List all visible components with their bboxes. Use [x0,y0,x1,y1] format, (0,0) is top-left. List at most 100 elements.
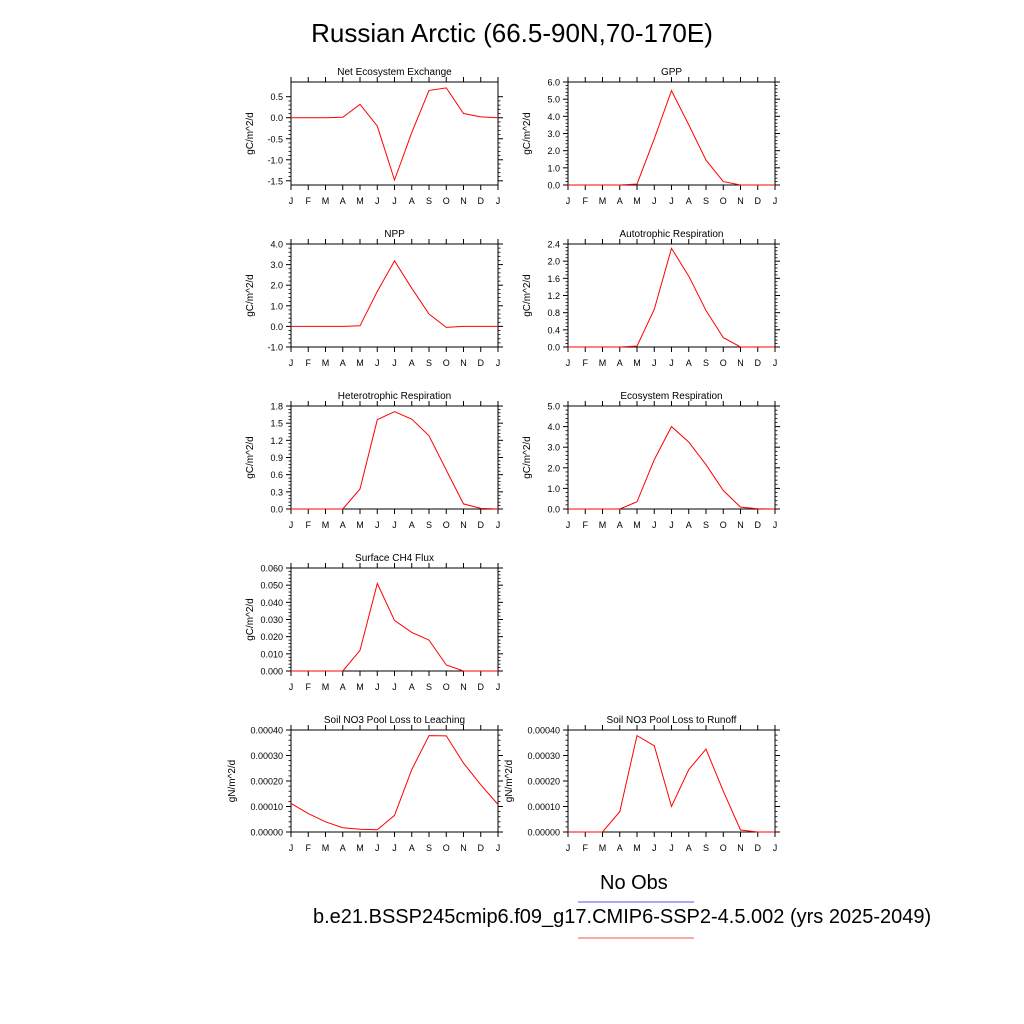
x-tick-label: O [443,520,450,530]
x-tick-label: J [773,843,778,853]
y-axis-label: gN/m^2/d [227,760,238,803]
x-tick-label: O [720,520,727,530]
x-tick-label: S [426,520,432,530]
x-tick-label: M [599,843,607,853]
x-tick-label: A [686,843,692,853]
x-tick-label: J [773,358,778,368]
panel-title: Soil NO3 Pool Loss to Leaching [324,715,465,726]
x-tick-label: N [460,196,467,206]
x-tick-label: D [478,520,485,530]
x-tick-label: A [686,358,692,368]
x-tick-label: M [599,196,607,206]
series-line [568,425,776,510]
y-tick-label: 2.0 [547,146,560,156]
y-tick-label: 1.5 [270,419,283,429]
y-axis-label: gC/m^2/d [245,274,256,317]
x-tick-label: O [443,843,450,853]
y-tick-label: 1.0 [547,484,560,494]
x-tick-label: O [720,843,727,853]
x-tick-label: F [583,520,589,530]
y-tick-label: 1.2 [547,291,560,301]
series-line [291,582,498,672]
series-line [568,247,775,348]
x-tick-label: J [496,682,501,692]
x-tick-label: D [478,196,485,206]
y-tick-label: 0.060 [260,564,283,574]
x-tick-label: J [289,843,294,853]
x-tick-label: A [617,843,623,853]
y-tick-label: 0.8 [547,308,560,318]
x-tick-label: M [322,196,330,206]
y-tick-label: 0.00020 [527,777,560,787]
x-tick-label: J [669,358,674,368]
x-tick-label: D [478,682,485,692]
x-tick-label: J [392,843,397,853]
x-tick-label: S [426,196,432,206]
y-axis-label: gC/m^2/d [245,598,256,641]
x-tick-label: J [652,520,657,530]
series-line [568,89,775,186]
y-axis-label: gC/m^2/d [522,436,533,479]
x-tick-label: N [737,843,744,853]
x-tick-label: J [392,196,397,206]
x-tick-label: D [755,358,762,368]
x-tick-label: J [496,843,501,853]
y-tick-label: 0.030 [260,615,283,625]
x-tick-label: J [652,843,657,853]
series-line [291,411,499,510]
y-tick-label: 0.9 [270,453,283,463]
x-tick-label: A [409,843,415,853]
y-axis-label: gC/m^2/d [522,274,533,317]
x-tick-label: J [392,682,397,692]
x-tick-label: J [669,196,674,206]
x-tick-label: J [652,358,657,368]
x-tick-label: J [375,196,380,206]
y-tick-label: 1.0 [270,301,283,311]
y-tick-label: 2.0 [547,463,560,473]
x-tick-label: M [322,682,330,692]
series-line [568,734,775,833]
y-tick-label: 0.00000 [527,828,560,838]
series-line [291,87,499,182]
x-tick-label: A [617,196,623,206]
x-tick-label: F [306,520,312,530]
x-tick-label: J [566,358,571,368]
y-tick-label: 0.3 [270,487,283,497]
x-tick-label: J [289,682,294,692]
x-tick-label: A [617,358,623,368]
x-tick-label: J [669,843,674,853]
y-tick-label: 1.0 [547,163,560,173]
x-tick-label: N [460,520,467,530]
x-tick-label: J [289,358,294,368]
y-tick-label: 2.0 [270,281,283,291]
x-tick-label: F [583,358,589,368]
plot-frame [567,405,776,510]
y-tick-label: 0.00040 [527,726,560,736]
x-tick-label: J [496,358,501,368]
x-tick-label: S [426,682,432,692]
panel-title: Heterotrophic Respiration [338,391,451,402]
y-tick-label: 0.5 [270,92,283,102]
x-tick-label: J [669,520,674,530]
y-tick-label: 1.6 [547,274,560,284]
x-tick-label: M [633,196,641,206]
y-tick-label: 0.00010 [527,802,560,812]
x-tick-label: A [409,358,415,368]
y-tick-label: 5.0 [547,95,560,105]
x-tick-label: O [443,358,450,368]
series-line [290,735,499,831]
x-tick-label: D [478,843,485,853]
y-axis-label: gC/m^2/d [245,112,256,155]
y-tick-label: -1.0 [267,155,283,165]
y-axis-label: gC/m^2/d [522,112,533,155]
x-tick-label: J [375,682,380,692]
x-tick-label: J [496,520,501,530]
x-tick-label: J [289,520,294,530]
x-tick-label: S [426,843,432,853]
x-tick-label: J [773,196,778,206]
